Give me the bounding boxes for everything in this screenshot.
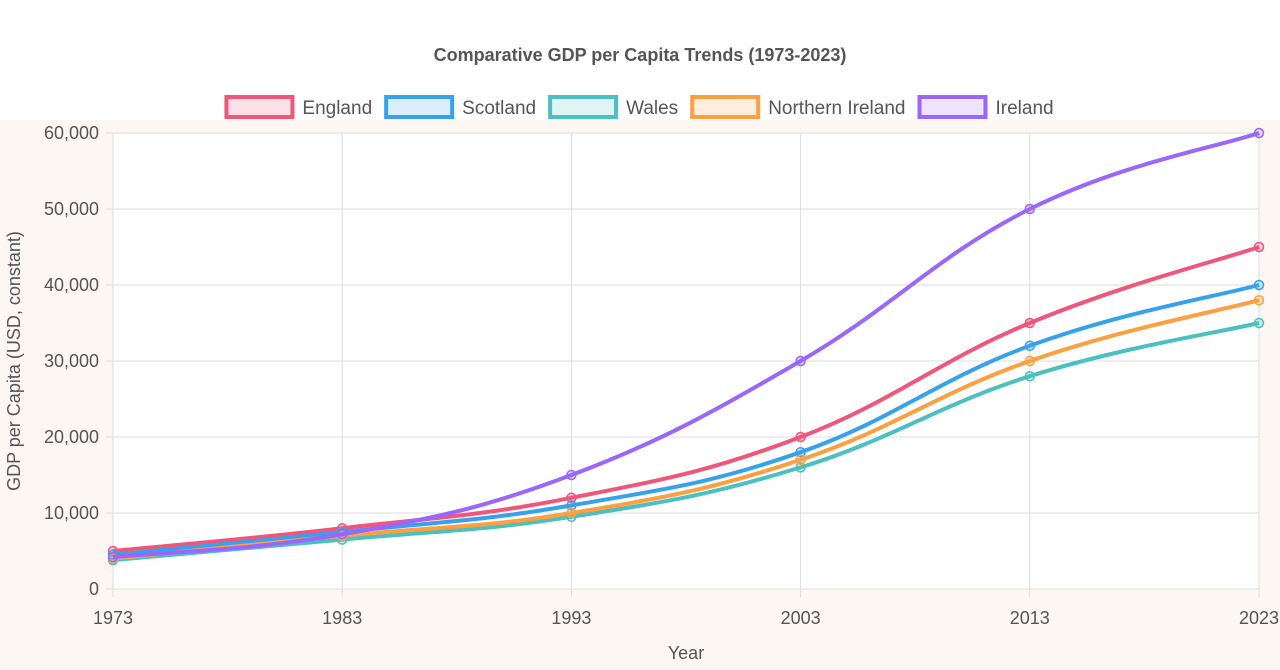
data-point[interactable]	[1253, 127, 1265, 139]
data-point[interactable]	[1024, 340, 1036, 352]
tick-labels: 0 10,000 20,000 30,000 40,000 50,000 60,000 197…	[44, 123, 1279, 628]
data-point[interactable]	[1253, 317, 1265, 329]
data-point[interactable]	[1024, 203, 1036, 215]
legend-swatch	[917, 95, 988, 119]
data-point[interactable]	[1024, 317, 1036, 329]
data-point[interactable]	[795, 431, 806, 443]
data-point[interactable]	[795, 355, 806, 367]
y-tick-label: 10,000	[44, 503, 99, 523]
data-point[interactable]	[795, 454, 806, 466]
y-tick-label: 0	[89, 579, 99, 599]
x-tick-label: 1973	[93, 608, 133, 628]
y-tick-label: 20,000	[44, 427, 99, 447]
data-point[interactable]	[1024, 355, 1036, 367]
x-tick-label: 1993	[551, 608, 591, 628]
series-line	[112, 283, 1260, 557]
data-point[interactable]	[1024, 370, 1036, 382]
x-tick-label: 1983	[322, 608, 362, 628]
chart-title: Comparative GDP per Capita Trends (1973-…	[434, 45, 847, 65]
data-point[interactable]	[566, 500, 577, 511]
series-ireland	[107, 127, 1265, 563]
data-point[interactable]	[795, 446, 806, 458]
data-point[interactable]	[1253, 279, 1265, 291]
series-line	[112, 321, 1260, 563]
legend-label: Northern Ireland	[768, 98, 905, 119]
data-point[interactable]	[1253, 294, 1265, 306]
y-tick-label: 50,000	[44, 199, 99, 219]
legend-swatch	[224, 95, 295, 119]
legend-item[interactable]: Northern Ireland	[690, 95, 905, 119]
data-point[interactable]	[566, 469, 577, 481]
data-point[interactable]	[336, 529, 348, 540]
data-point[interactable]	[1253, 241, 1265, 253]
legend-label: Ireland	[995, 98, 1053, 119]
data-point[interactable]	[795, 462, 806, 473]
x-tick-label: 2003	[781, 608, 821, 628]
legend-swatch	[384, 95, 455, 119]
x-axis-title: Year	[668, 643, 704, 663]
legend-label: England	[302, 98, 372, 119]
y-axis-title: GDP per Capita (USD, constant)	[4, 231, 24, 491]
series-line	[112, 245, 1260, 553]
x-tick-label: 2023	[1239, 608, 1279, 628]
legend-label: Scotland	[462, 98, 536, 119]
legend[interactable]: England Scotland Wales Northern Ireland Irel…	[224, 95, 1054, 119]
series-line	[112, 131, 1260, 560]
legend-item[interactable]: England	[224, 95, 372, 119]
legend-item[interactable]: Scotland	[384, 95, 536, 119]
data-point[interactable]	[566, 507, 577, 519]
series-group	[107, 127, 1265, 566]
legend-item[interactable]: Wales	[548, 95, 678, 119]
legend-swatch	[548, 95, 619, 119]
data-point[interactable]	[566, 492, 577, 504]
data-point[interactable]	[107, 551, 119, 563]
y-tick-label: 30,000	[44, 351, 99, 371]
legend-item[interactable]: Ireland	[917, 95, 1054, 119]
y-tick-label: 40,000	[44, 275, 99, 295]
legend-label: Wales	[626, 98, 678, 119]
legend-swatch	[690, 95, 761, 119]
y-tick-label: 60,000	[44, 123, 99, 143]
x-tick-label: 2013	[1010, 608, 1050, 628]
